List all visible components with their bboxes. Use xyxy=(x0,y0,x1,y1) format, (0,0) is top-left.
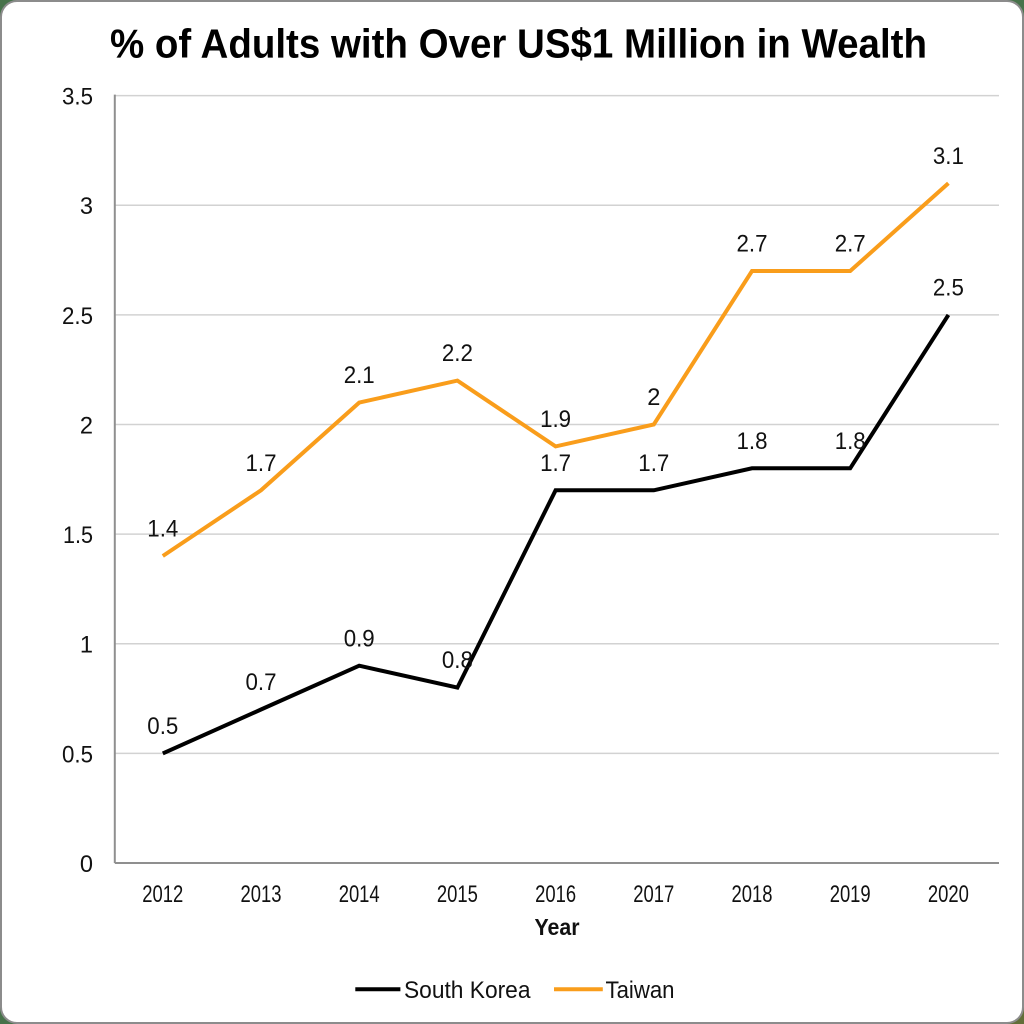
svg-text:0.5: 0.5 xyxy=(62,742,93,768)
svg-text:2.1: 2.1 xyxy=(344,363,375,389)
svg-text:2.5: 2.5 xyxy=(62,304,93,330)
svg-text:1.8: 1.8 xyxy=(737,429,768,455)
svg-text:South Korea: South Korea xyxy=(404,977,531,1004)
svg-text:1: 1 xyxy=(80,633,93,659)
svg-text:2.7: 2.7 xyxy=(737,232,768,258)
svg-text:2: 2 xyxy=(647,385,660,411)
svg-text:0: 0 xyxy=(80,852,93,878)
svg-text:2016: 2016 xyxy=(535,882,576,908)
svg-text:2015: 2015 xyxy=(437,882,478,908)
svg-text:1.4: 1.4 xyxy=(147,517,178,543)
svg-text:1.8: 1.8 xyxy=(835,429,866,455)
svg-text:0.8: 0.8 xyxy=(442,648,473,674)
svg-text:2013: 2013 xyxy=(241,882,282,908)
svg-text:0.9: 0.9 xyxy=(344,626,375,652)
svg-text:2019: 2019 xyxy=(830,882,871,908)
svg-text:2.2: 2.2 xyxy=(442,341,473,367)
svg-text:1.5: 1.5 xyxy=(63,523,93,549)
svg-text:2.5: 2.5 xyxy=(933,276,964,302)
svg-text:2014: 2014 xyxy=(339,882,380,908)
svg-text:0.5: 0.5 xyxy=(147,714,178,740)
svg-text:3.1: 3.1 xyxy=(933,144,964,170)
svg-text:1.9: 1.9 xyxy=(540,407,571,433)
svg-text:0.7: 0.7 xyxy=(246,670,277,696)
svg-text:1.7: 1.7 xyxy=(540,451,571,477)
svg-text:3.5: 3.5 xyxy=(62,85,93,111)
svg-text:Year: Year xyxy=(535,914,580,940)
svg-text:2018: 2018 xyxy=(732,882,773,908)
svg-text:3: 3 xyxy=(80,194,93,220)
svg-text:1.7: 1.7 xyxy=(638,451,669,477)
svg-text:Taiwan: Taiwan xyxy=(606,977,675,1004)
svg-text:2020: 2020 xyxy=(928,882,969,908)
svg-text:2012: 2012 xyxy=(142,882,183,908)
svg-text:2.7: 2.7 xyxy=(835,232,866,258)
svg-text:1.7: 1.7 xyxy=(246,451,277,477)
svg-text:2017: 2017 xyxy=(633,882,674,908)
svg-text:2: 2 xyxy=(80,414,93,440)
svg-text:% of Adults with Over US$1 Mil: % of Adults with Over US$1 Million in We… xyxy=(110,21,927,67)
